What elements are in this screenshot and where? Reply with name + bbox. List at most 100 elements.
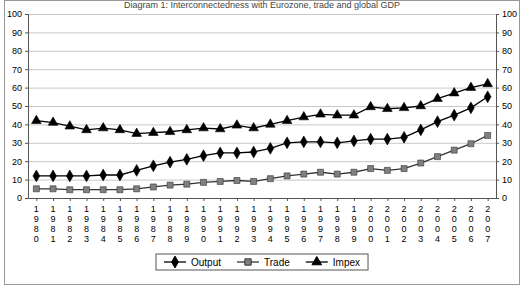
tick-label: 0: [502, 193, 507, 203]
tick-mark: [103, 198, 104, 201]
marker: [451, 147, 457, 153]
marker: [416, 100, 426, 108]
marker: [299, 111, 309, 119]
marker: [251, 178, 257, 184]
tick: [337, 198, 338, 201]
tick-mark: [53, 198, 54, 201]
tick-label: 80: [12, 46, 22, 56]
tick: 50: [496, 101, 512, 111]
marker: [33, 186, 39, 192]
legend-item: Output: [164, 256, 221, 268]
marker: [316, 109, 326, 117]
tick-label: 1992: [234, 204, 239, 244]
tick-mark: [496, 14, 499, 15]
marker: [234, 178, 240, 184]
marker: [399, 102, 409, 110]
marker: [318, 169, 324, 175]
marker: [67, 187, 73, 193]
marker: [50, 186, 56, 192]
tick-label: 60: [502, 83, 512, 93]
tick-mark: [454, 198, 455, 201]
marker: [418, 160, 424, 166]
marker: [284, 137, 291, 149]
tick-label: 2001: [385, 204, 390, 244]
tick-label: 1985: [117, 204, 122, 244]
marker: [468, 102, 475, 114]
tick-mark: [187, 198, 188, 201]
tick-mark: [25, 32, 28, 33]
tick-mark: [25, 180, 28, 181]
tick-label: 1981: [51, 204, 56, 244]
tick-label: 20: [12, 157, 22, 167]
legend-item: Trade: [237, 257, 290, 268]
tick: [287, 198, 288, 201]
tick-mark: [25, 69, 28, 70]
marker: [200, 150, 207, 162]
grid: [28, 15, 496, 199]
legend-label: Output: [191, 257, 221, 268]
tick: 40: [12, 120, 28, 130]
tick-label: 30: [502, 138, 512, 148]
marker: [349, 110, 359, 118]
marker: [266, 119, 276, 127]
marker: [367, 133, 374, 145]
tick: [254, 198, 255, 201]
tick: [36, 198, 37, 201]
marker: [417, 124, 424, 136]
tick-label: 1986: [134, 204, 139, 244]
tick-label: 1998: [335, 204, 340, 244]
tick-mark: [237, 198, 238, 201]
marker: [267, 176, 273, 182]
tick-label: 2002: [402, 204, 407, 244]
marker: [182, 124, 192, 132]
plot-area: [32, 78, 493, 192]
series-line: [36, 135, 487, 189]
tick-label: 1995: [285, 204, 290, 244]
marker: [50, 170, 57, 182]
tick: [153, 198, 154, 201]
grid-line: [28, 69, 496, 70]
tick: 0: [17, 193, 28, 203]
marker: [215, 123, 225, 131]
tick: 70: [496, 65, 512, 75]
tick-label: 50: [502, 101, 512, 111]
tick: 90: [496, 28, 512, 38]
marker: [484, 91, 491, 103]
axis-line: [29, 198, 497, 199]
tick-mark: [496, 124, 499, 125]
marker: [468, 141, 474, 147]
tick-mark: [25, 161, 28, 162]
tick-mark: [371, 198, 372, 201]
tick-label: 90: [12, 28, 22, 38]
tick-label: 60: [12, 83, 22, 93]
marker: [134, 186, 140, 192]
tick-label: 90: [502, 28, 512, 38]
legend-marker: [172, 256, 179, 268]
tick: [421, 198, 422, 201]
marker: [317, 136, 324, 148]
tick-mark: [36, 198, 37, 201]
marker: [232, 120, 242, 128]
tick-label: 1993: [251, 204, 256, 244]
marker: [199, 123, 209, 131]
tick-mark: [137, 198, 138, 201]
tick-mark: [496, 51, 499, 52]
tick: 30: [496, 138, 512, 148]
tick-mark: [25, 143, 28, 144]
legend-marker: [245, 259, 251, 265]
grid-line: [28, 51, 496, 52]
legend-label: Impex: [333, 257, 360, 268]
tick-label: 1991: [218, 204, 223, 244]
marker: [384, 133, 391, 145]
tick: [471, 198, 472, 201]
tick: 80: [12, 46, 28, 56]
marker: [250, 146, 257, 158]
x-tick-labels: 1980198119821983198419851986198719881989…: [34, 204, 490, 244]
marker: [167, 182, 173, 188]
marker: [117, 187, 123, 193]
tick-label: 2007: [485, 204, 490, 244]
tick-label: 2003: [418, 204, 423, 244]
tick: [120, 198, 121, 201]
tick: [270, 198, 271, 201]
tick: 20: [496, 157, 512, 167]
